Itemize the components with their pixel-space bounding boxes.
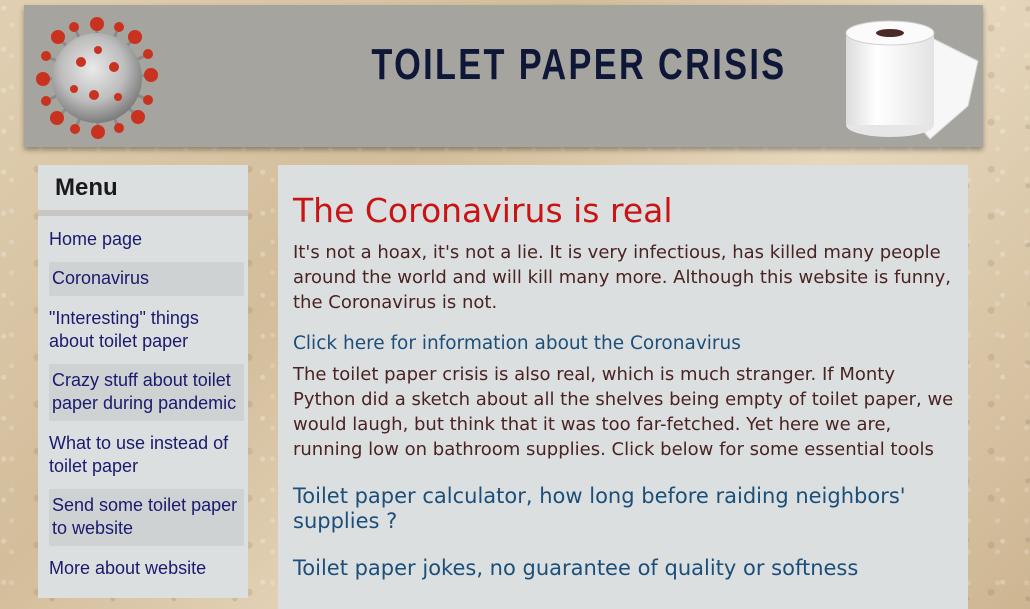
menu-item-alternatives[interactable]: What to use instead of toilet paper (49, 433, 229, 476)
toilet-paper-roll-icon (845, 20, 979, 140)
menu-item-about[interactable]: More about website (49, 558, 207, 578)
menu-item-send-paper[interactable]: Send some toilet paper to website (49, 489, 244, 546)
calculator-link[interactable]: Toilet paper calculator, how long before… (293, 484, 906, 533)
menu-items: Home page Coronavirus "Interesting" thin… (38, 216, 248, 580)
site-banner: TOILET PAPER CRISIS (24, 5, 983, 147)
coronavirus-info-link[interactable]: Click here for information about the Cor… (293, 333, 741, 354)
coronavirus-icon (36, 17, 158, 139)
crisis-paragraph: The toilet paper crisis is also real, wh… (293, 364, 954, 460)
site-title: TOILET PAPER CRISIS (371, 40, 787, 89)
main-content: The Coronavirus is real It's not a hoax,… (278, 165, 968, 609)
sidebar-menu: Menu Home page Coronavirus "Interesting"… (38, 165, 248, 598)
jokes-link[interactable]: Toilet paper jokes, no guarantee of qual… (293, 556, 859, 580)
menu-item-crazy-stuff[interactable]: Crazy stuff about toilet paper during pa… (49, 364, 244, 421)
menu-title: Menu (38, 165, 248, 216)
intro-paragraph: It's not a hoax, it's not a lie. It is v… (293, 242, 951, 313)
menu-item-coronavirus[interactable]: Coronavirus (49, 262, 244, 296)
menu-item-home[interactable]: Home page (49, 229, 143, 249)
menu-item-interesting-things[interactable]: "Interesting" things about toilet paper (49, 308, 199, 351)
page-heading: The Coronavirus is real (293, 191, 673, 230)
